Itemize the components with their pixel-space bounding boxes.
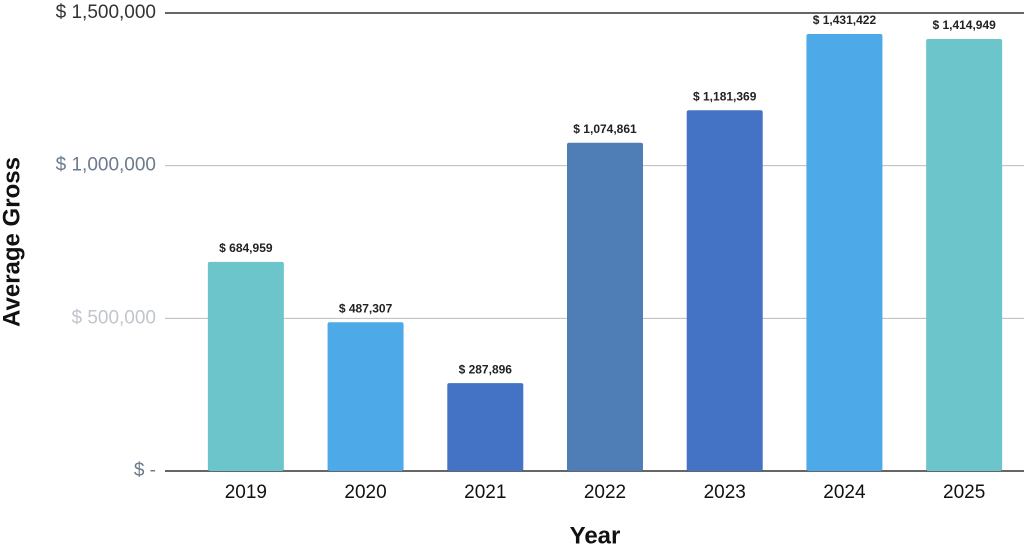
value-label: $ 1,074,861 (573, 122, 637, 136)
y-axis-label: Average Gross (0, 157, 25, 327)
y-tick-label: $ 500,000 (71, 307, 156, 328)
x-tick-label: 2022 (584, 482, 626, 503)
bar (327, 322, 404, 471)
bar (806, 33, 883, 471)
y-tick-label: $ - (134, 460, 156, 481)
x-tick-label: 2023 (704, 482, 746, 503)
y-tick-label: $ 1,500,000 (56, 2, 156, 23)
value-label: $ 287,896 (459, 362, 513, 376)
y-tick-label: $ 1,000,000 (56, 155, 156, 176)
value-label: $ 684,959 (219, 241, 273, 255)
x-tick-label: 2021 (464, 482, 506, 503)
x-tick-label: 2024 (823, 482, 866, 503)
bar (447, 383, 524, 471)
bar (207, 261, 284, 471)
x-tick-label: 2019 (225, 482, 267, 503)
bar (926, 38, 1003, 472)
value-label: $ 1,414,949 (932, 18, 996, 32)
x-axis-label: Year (570, 522, 621, 548)
x-tick-label: 2020 (344, 482, 386, 503)
bar (567, 142, 643, 471)
value-label: $ 1,431,422 (813, 13, 877, 27)
x-tick-label: 2025 (943, 482, 985, 503)
bar (686, 110, 763, 471)
value-label: $ 1,181,369 (693, 89, 757, 103)
value-label: $ 487,307 (339, 301, 393, 315)
